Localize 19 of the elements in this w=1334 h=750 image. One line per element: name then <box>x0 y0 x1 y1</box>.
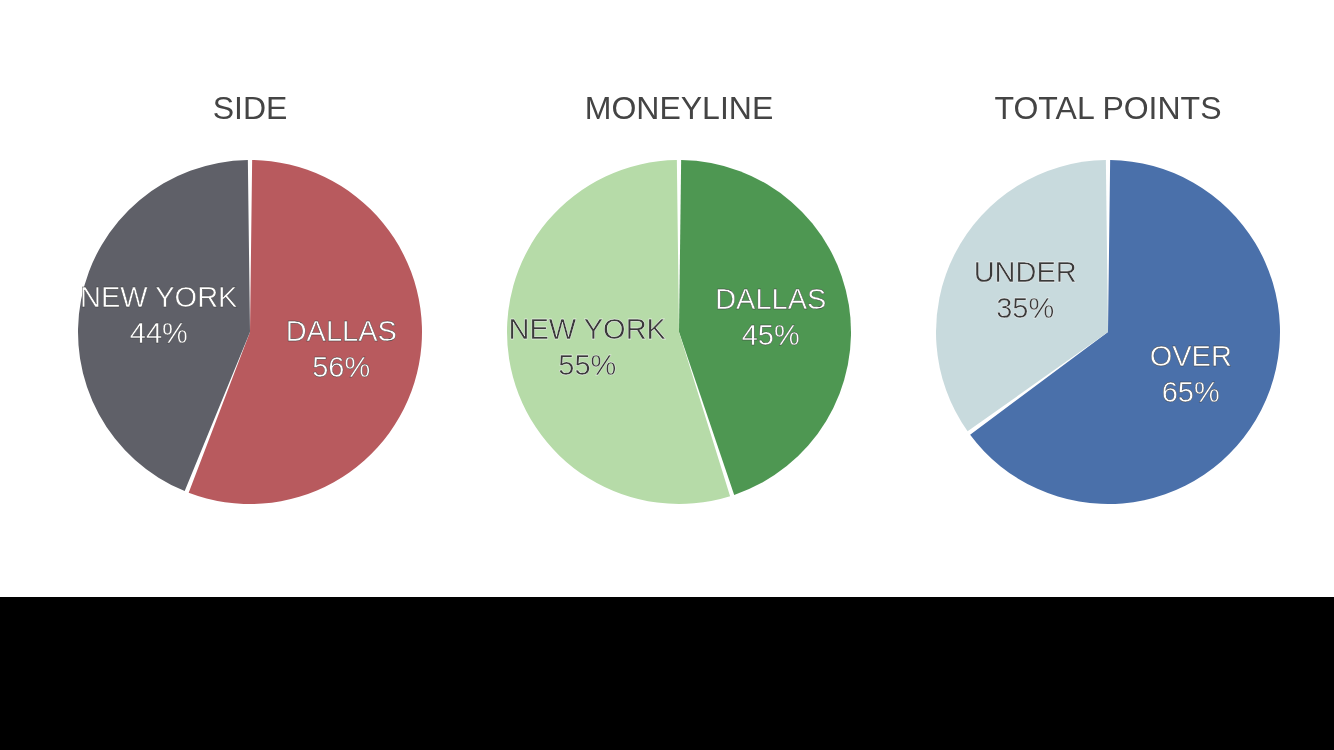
pie-slice <box>78 160 250 492</box>
slice-label: NEW YORK <box>508 312 667 345</box>
pie-slice <box>679 160 851 495</box>
chart-title: TOTAL POINTS <box>994 90 1222 126</box>
data-label: 65% <box>1161 376 1220 409</box>
chart-title: SIDE <box>212 90 288 126</box>
data-label: 56% <box>312 351 371 384</box>
data-label: 45% <box>741 319 800 352</box>
slice-label: OVER <box>1149 340 1232 373</box>
data-label: 55% <box>558 348 617 381</box>
data-label: 35% <box>996 291 1055 324</box>
slice-label: NEW YORK <box>80 280 239 313</box>
slice-label: DALLAS <box>715 283 827 316</box>
pie-slice <box>970 160 1280 504</box>
pie-slice <box>936 160 1108 432</box>
slice-label: UNDER <box>973 255 1077 288</box>
slice-label: DALLAS <box>285 315 397 348</box>
chart-title: MONEYLINE <box>584 90 774 126</box>
data-label: 44% <box>129 316 188 349</box>
